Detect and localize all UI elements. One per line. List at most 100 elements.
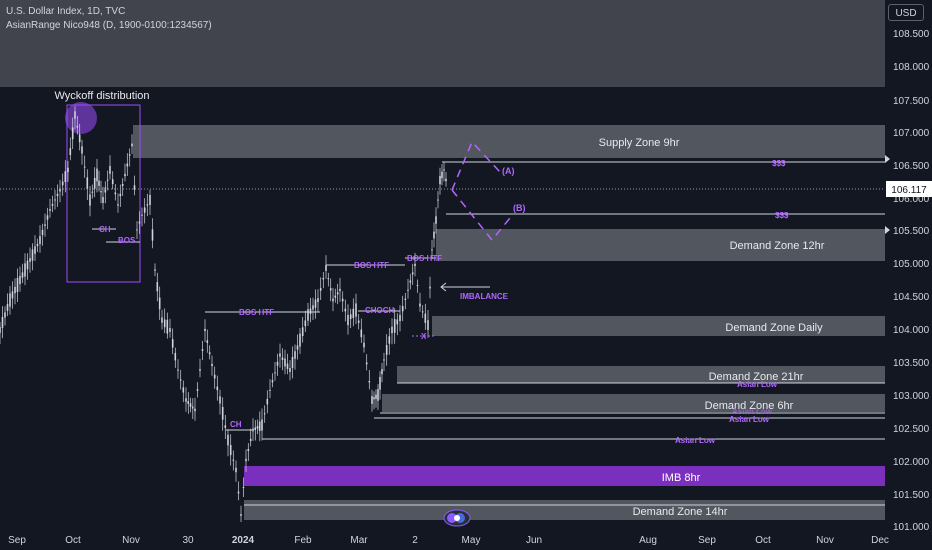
right-triangle-icon [885, 155, 890, 163]
time-tick-label: Sep [8, 535, 26, 546]
candle-body [235, 467, 237, 473]
candle-body [14, 286, 16, 294]
candle-body [431, 249, 433, 251]
price-tick-label: 106.000 [893, 194, 930, 205]
candle-body [11, 291, 14, 299]
candle-body [16, 278, 19, 292]
candle-body [114, 192, 117, 195]
demand-zone-daily-label: Demand Zone Daily [725, 322, 823, 334]
candle-body [154, 269, 156, 271]
demand-zone-12hr-label: Demand Zone 12hr [730, 240, 825, 252]
candle-body [352, 308, 355, 318]
price-axis[interactable]: 108.500 108.000 107.500 107.000 106.500 106.0… [893, 29, 930, 533]
candle-body [383, 359, 385, 361]
candle-body [411, 272, 414, 275]
candle-body [375, 394, 377, 399]
imb-zone-8hr[interactable] [244, 466, 885, 486]
candle-body [24, 263, 26, 277]
candle-body [229, 445, 232, 456]
price-tick-label: 105.000 [893, 259, 930, 270]
demand-zone-14hr[interactable] [244, 500, 885, 520]
demand-zone-21hr[interactable] [397, 366, 885, 383]
demand-zone-21hr-label: Demand Zone 21hr [709, 371, 804, 383]
demand-zone-daily[interactable] [432, 316, 885, 336]
supply-zone-9hr[interactable] [133, 125, 885, 158]
candle-body [304, 320, 307, 327]
candle-body [179, 379, 182, 381]
price-tick-label: 103.500 [893, 358, 930, 369]
candle-body [117, 204, 119, 206]
candle-body [284, 358, 286, 367]
candle-body [211, 363, 213, 367]
candle-body [21, 272, 24, 278]
indicator-logo-icon[interactable] [443, 509, 471, 527]
candle-body [301, 327, 304, 336]
candle-body [34, 246, 36, 254]
time-tick-label: Jun [526, 535, 542, 546]
indicator-legend[interactable]: AsianRange Nico948 (D, 1900-0100:1234567… [6, 20, 212, 31]
candle-body [163, 319, 166, 328]
time-tick-label: 2 [412, 535, 418, 546]
path-b-label: (B) [513, 203, 526, 213]
time-tick-label: Mar [350, 535, 368, 546]
candle-body [106, 179, 109, 181]
candle-body [256, 426, 259, 429]
candle-body [29, 258, 31, 262]
candle-body [371, 396, 373, 404]
candle-body [182, 387, 185, 393]
candle-body [401, 306, 404, 312]
candle-body [158, 297, 161, 310]
time-tick-label: Sep [698, 535, 716, 546]
candle-body [81, 146, 83, 154]
candle-body [322, 277, 325, 280]
upper-shaded-region [0, 0, 885, 87]
price-tick-label: 104.000 [893, 325, 930, 336]
candle-body [443, 169, 445, 171]
candle-body [216, 386, 219, 391]
time-tick-label: Oct [755, 535, 771, 546]
bos-htf-label-2: BOS HTF [354, 261, 389, 270]
currency-button[interactable]: USD [888, 4, 924, 21]
candle-body [67, 167, 69, 173]
candle-body [365, 362, 368, 365]
candle-body [355, 303, 357, 317]
candle-body [26, 260, 29, 270]
candle-body [141, 214, 143, 216]
candle-body [126, 163, 129, 167]
candle-body [368, 381, 371, 383]
demand-zone-12hr[interactable] [436, 229, 885, 261]
candle-body [240, 514, 242, 516]
candle-body [174, 352, 177, 361]
supply-zone-9hr-label: Supply Zone 9hr [599, 137, 680, 149]
current-price-label: 106.117 [891, 185, 927, 196]
time-tick-label: Oct [65, 535, 81, 546]
chart-title: U.S. Dollar Index, 1D, TVC [6, 6, 126, 17]
ch-label-low: CH [230, 420, 242, 429]
candle-body [189, 403, 192, 407]
demand-zone-6hr[interactable] [382, 394, 885, 412]
candle-body [133, 185, 136, 190]
candle-body [388, 336, 391, 344]
candle-body [89, 194, 91, 206]
candle-body [414, 263, 416, 267]
price-tick-label: 101.500 [893, 490, 930, 501]
time-tick-label: Nov [816, 535, 834, 546]
candle-body [56, 193, 59, 197]
time-axis[interactable]: Sep Oct Nov 30 2024 Feb Mar 2 May Jun Aug Sep Oct Nov… [8, 535, 889, 546]
candle-body [54, 199, 56, 201]
price-tick-label: 108.500 [893, 29, 930, 40]
x-label: X [421, 332, 427, 341]
candle-body [407, 289, 409, 291]
candle-body [71, 127, 74, 140]
time-tick-label: Nov [122, 535, 140, 546]
candle-body [196, 389, 199, 391]
candle-body [307, 309, 309, 321]
candle-body [46, 215, 49, 220]
time-tick-label: Feb [294, 535, 312, 546]
candle-body [0, 327, 1, 333]
candle-body [396, 319, 399, 325]
candle-body [409, 280, 412, 283]
path-a-label: (A) [502, 166, 515, 176]
bos-htf-label-1: BOS HTF [239, 308, 274, 317]
